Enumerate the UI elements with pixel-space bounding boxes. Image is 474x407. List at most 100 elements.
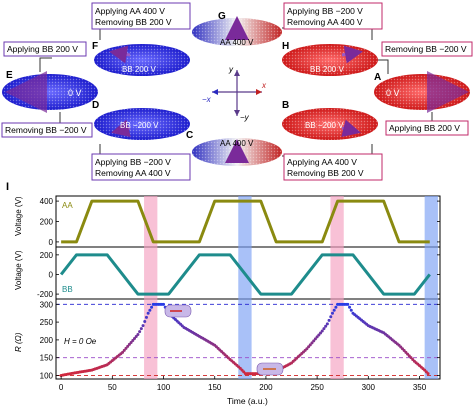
ytick-label: 400 bbox=[40, 197, 54, 206]
coordinate-axes: y x −x −y bbox=[202, 65, 267, 122]
r-point bbox=[138, 330, 142, 334]
box-top-left-line2: Removing BB 200 V bbox=[95, 17, 172, 27]
state-G-inner: AA 400 V bbox=[220, 38, 254, 47]
box-left-upper: Applying BB 200 V bbox=[7, 44, 78, 54]
r-point bbox=[349, 308, 353, 312]
r-point bbox=[141, 324, 145, 328]
state-D-inner: BB −200 V bbox=[120, 121, 159, 130]
box-right-lower: Applying BB 200 V bbox=[389, 123, 460, 133]
xtick-label: 100 bbox=[157, 383, 171, 392]
r-point bbox=[313, 337, 317, 341]
xtick-label: 250 bbox=[310, 383, 324, 392]
text-boxes: Applying AA 400 V Removing BB 200 V Appl… bbox=[1, 2, 473, 181]
r-point bbox=[127, 342, 131, 346]
series-bb bbox=[59, 253, 431, 296]
shaded-region-3 bbox=[424, 196, 438, 379]
state-B-letter: B bbox=[282, 100, 289, 111]
inset-device-low bbox=[256, 362, 284, 376]
state-G: AA 400 V G bbox=[192, 11, 282, 47]
r-point bbox=[305, 347, 309, 351]
xtick-label: 150 bbox=[208, 383, 222, 392]
r-point bbox=[131, 338, 135, 342]
ytick-label: 150 bbox=[40, 354, 54, 363]
state-F-inner: BB 200 V bbox=[122, 65, 156, 74]
r-point bbox=[126, 344, 130, 348]
ytick-label: 300 bbox=[40, 300, 54, 309]
state-G-letter: G bbox=[218, 11, 226, 22]
inset-device-high bbox=[164, 304, 192, 318]
r-point bbox=[312, 339, 316, 343]
state-F: BB 200 V F bbox=[92, 41, 190, 76]
r-point bbox=[129, 340, 133, 344]
r-point bbox=[310, 341, 314, 345]
r-point bbox=[325, 322, 329, 326]
series-aa bbox=[61, 199, 430, 244]
xtick-label: 350 bbox=[413, 383, 427, 392]
r-point bbox=[308, 343, 312, 347]
r-point bbox=[330, 311, 334, 315]
state-H-inner: BB 200 V bbox=[310, 65, 344, 74]
r-point bbox=[334, 305, 338, 309]
ylabel-r: R (Ω) bbox=[14, 332, 23, 352]
xtick-label: 0 bbox=[59, 383, 64, 392]
shaded-region-1 bbox=[238, 196, 252, 379]
r-point bbox=[146, 311, 150, 315]
xtick-label: 300 bbox=[362, 383, 376, 392]
r-point bbox=[133, 337, 137, 341]
box-bottom-left-line2: Removing AA 400 V bbox=[95, 168, 171, 178]
xtick-label: 50 bbox=[108, 383, 117, 392]
ylabel-bb: Voltage (V) bbox=[14, 250, 23, 290]
panel-letter: I bbox=[6, 181, 9, 193]
shaded-region-2 bbox=[330, 196, 344, 379]
r-point bbox=[134, 335, 138, 339]
r-point bbox=[320, 329, 324, 333]
r-point bbox=[329, 315, 333, 319]
state-E-inner: 0 V bbox=[68, 88, 82, 98]
ytick-label: -200 bbox=[37, 290, 54, 299]
r-point bbox=[136, 333, 140, 337]
r-point bbox=[143, 320, 147, 324]
box-right-upper: Removing BB −200 V bbox=[385, 44, 467, 54]
r-point bbox=[124, 346, 128, 350]
r-point bbox=[307, 345, 311, 349]
axis-y-up: y bbox=[228, 65, 234, 74]
r-point bbox=[139, 327, 143, 331]
state-D: BB −200 V D bbox=[92, 100, 190, 140]
r-point bbox=[122, 348, 126, 352]
state-D-letter: D bbox=[92, 100, 99, 111]
ytick-label: 200 bbox=[40, 218, 54, 227]
state-B-inner: BB −200 V bbox=[305, 121, 344, 130]
xtick-label: 200 bbox=[259, 383, 273, 392]
box-bottom-left-line1: Applying BB −200 V bbox=[95, 157, 171, 167]
state-C-inner: AA 400 V bbox=[220, 139, 254, 148]
field-annotation: H = 0 Oe bbox=[64, 337, 97, 346]
state-C-letter: C bbox=[186, 130, 193, 141]
box-top-left-line1: Applying AA 400 V bbox=[95, 6, 165, 16]
legend-aa: AA bbox=[62, 201, 73, 210]
r-point bbox=[319, 331, 323, 335]
ytick-label: 200 bbox=[40, 336, 54, 345]
r-point bbox=[144, 315, 148, 319]
ytick-label: 200 bbox=[40, 251, 54, 260]
ytick-label: 100 bbox=[40, 371, 54, 380]
xlabel-time: Time (a.u.) bbox=[227, 396, 268, 406]
ytick-label: 0 bbox=[49, 238, 54, 247]
box-bottom-right-line1: Applying AA 400 V bbox=[287, 157, 357, 167]
state-E: 0 V E bbox=[2, 70, 98, 113]
state-F-letter: F bbox=[92, 41, 98, 52]
r-point bbox=[322, 327, 326, 331]
shaded-regions bbox=[144, 196, 438, 379]
r-point bbox=[332, 308, 336, 312]
state-C: AA 400 V C bbox=[186, 130, 282, 166]
axis-x-neg: −x bbox=[202, 95, 212, 104]
state-A-inner: 0 V bbox=[386, 88, 400, 98]
ytick-label: 250 bbox=[40, 318, 54, 327]
r-point bbox=[327, 318, 331, 322]
state-H: BB 200 V H bbox=[282, 41, 378, 76]
state-E-letter: E bbox=[6, 70, 13, 81]
r-point bbox=[348, 305, 352, 309]
state-A-letter: A bbox=[374, 72, 381, 83]
ytick-label: 0 bbox=[49, 270, 54, 279]
box-top-right-line1: Applying BB −200 V bbox=[287, 6, 363, 16]
